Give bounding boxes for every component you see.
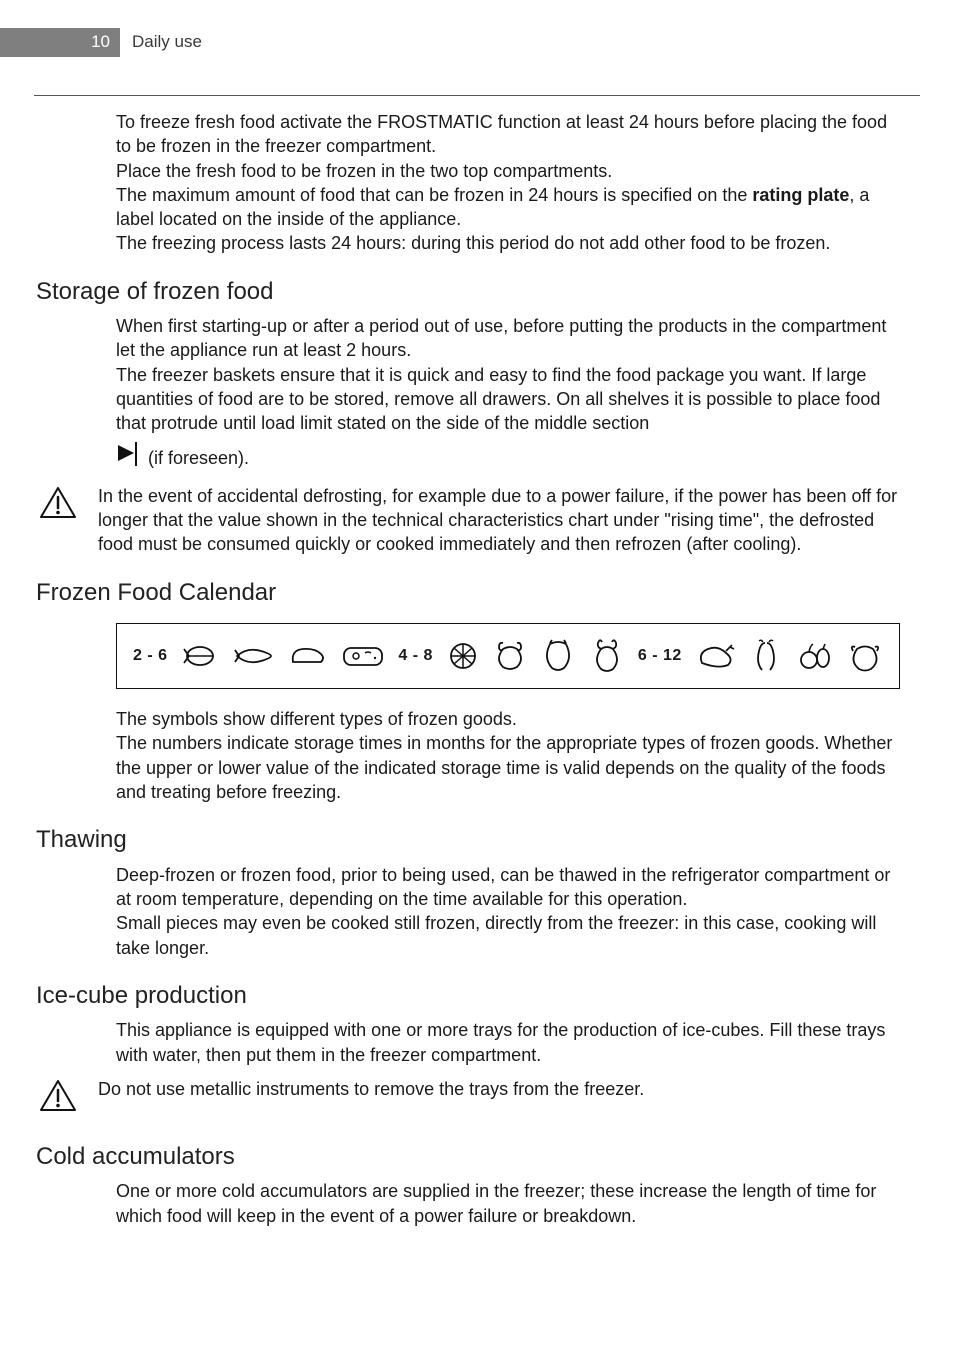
intro-3-pre: The maximum amount of food that can be f… [116,185,752,205]
intro-paragraph-1: To freeze fresh food activate the FROSTM… [116,110,900,159]
storage-p1: When first starting-up or after a period… [116,314,900,363]
page-header: 10 Daily use [0,28,954,57]
calendar-p2: The numbers indicate storage times in mo… [116,731,900,804]
page-content: To freeze fresh food activate the FROSTM… [0,110,954,1268]
storage-warning-row: In the event of accidental defrosting, f… [36,484,900,557]
rabbit-icon [590,638,624,674]
ice-warning-text: Do not use metallic instruments to remov… [98,1077,900,1101]
storage-p2: The freezer baskets ensure that it is qu… [116,363,900,436]
intro-paragraph-2: Place the fresh food to be frozen in the… [116,159,900,183]
page-number: 10 [91,32,110,51]
heading-calendar: Frozen Food Calendar [36,577,900,609]
fish-flat-icon [233,645,273,667]
header-section-title: Daily use [120,31,202,54]
heading-storage: Storage of frozen food [36,276,900,308]
page-number-box: 10 [0,28,120,57]
ice-warning-row: Do not use metallic instruments to remov… [36,1077,900,1113]
load-limit-arrow-icon [116,442,142,474]
calendar-range-1: 2 - 6 [133,645,168,667]
header-divider [34,95,920,96]
calendar-block: 2 - 6 4 - 8 [116,623,900,804]
storage-block: When first starting-up or after a period… [116,314,900,474]
cold-p1: One or more cold accumulators are suppli… [116,1179,900,1228]
thawing-p2: Small pieces may even be cooked still fr… [116,911,900,960]
calendar-range-2: 4 - 8 [398,645,433,667]
thawing-p1: Deep-frozen or frozen food, prior to bei… [116,863,900,912]
storage-warning-text: In the event of accidental defrosting, f… [98,484,900,557]
fish-round-icon [181,643,219,669]
calendar-range-3: 6 - 12 [638,645,682,667]
cheese-icon [447,641,479,671]
pork-icon [493,639,527,673]
ice-block: This appliance is equipped with one or m… [116,1018,900,1067]
cold-block: One or more cold accumulators are suppli… [116,1179,900,1228]
beef-icon [540,638,576,674]
ice-p1: This appliance is equipped with one or m… [116,1018,900,1067]
bread-icon [287,644,327,668]
poultry-icon [696,641,736,671]
storage-p3: (if foreseen). [148,446,249,470]
load-limit-line: (if foreseen). [116,442,900,474]
heading-thawing: Thawing [36,824,900,856]
intro-paragraph-4: The freezing process lasts 24 hours: dur… [116,231,900,255]
calendar-p1: The symbols show different types of froz… [116,707,900,731]
fruit-icon [797,640,833,672]
lamb-icon [847,639,883,673]
intro-3-bold: rating plate [752,185,849,205]
heading-ice: Ice-cube production [36,980,900,1012]
warning-icon [36,1077,80,1113]
vegetables-icon [749,639,783,673]
calendar-box: 2 - 6 4 - 8 [116,623,900,689]
heading-cold: Cold accumulators [36,1141,900,1173]
warning-icon [36,484,80,520]
intro-paragraph-3: The maximum amount of food that can be f… [116,183,900,232]
thawing-block: Deep-frozen or frozen food, prior to bei… [116,863,900,960]
prepared-meal-icon [341,643,385,669]
intro-block: To freeze fresh food activate the FROSTM… [116,110,900,256]
